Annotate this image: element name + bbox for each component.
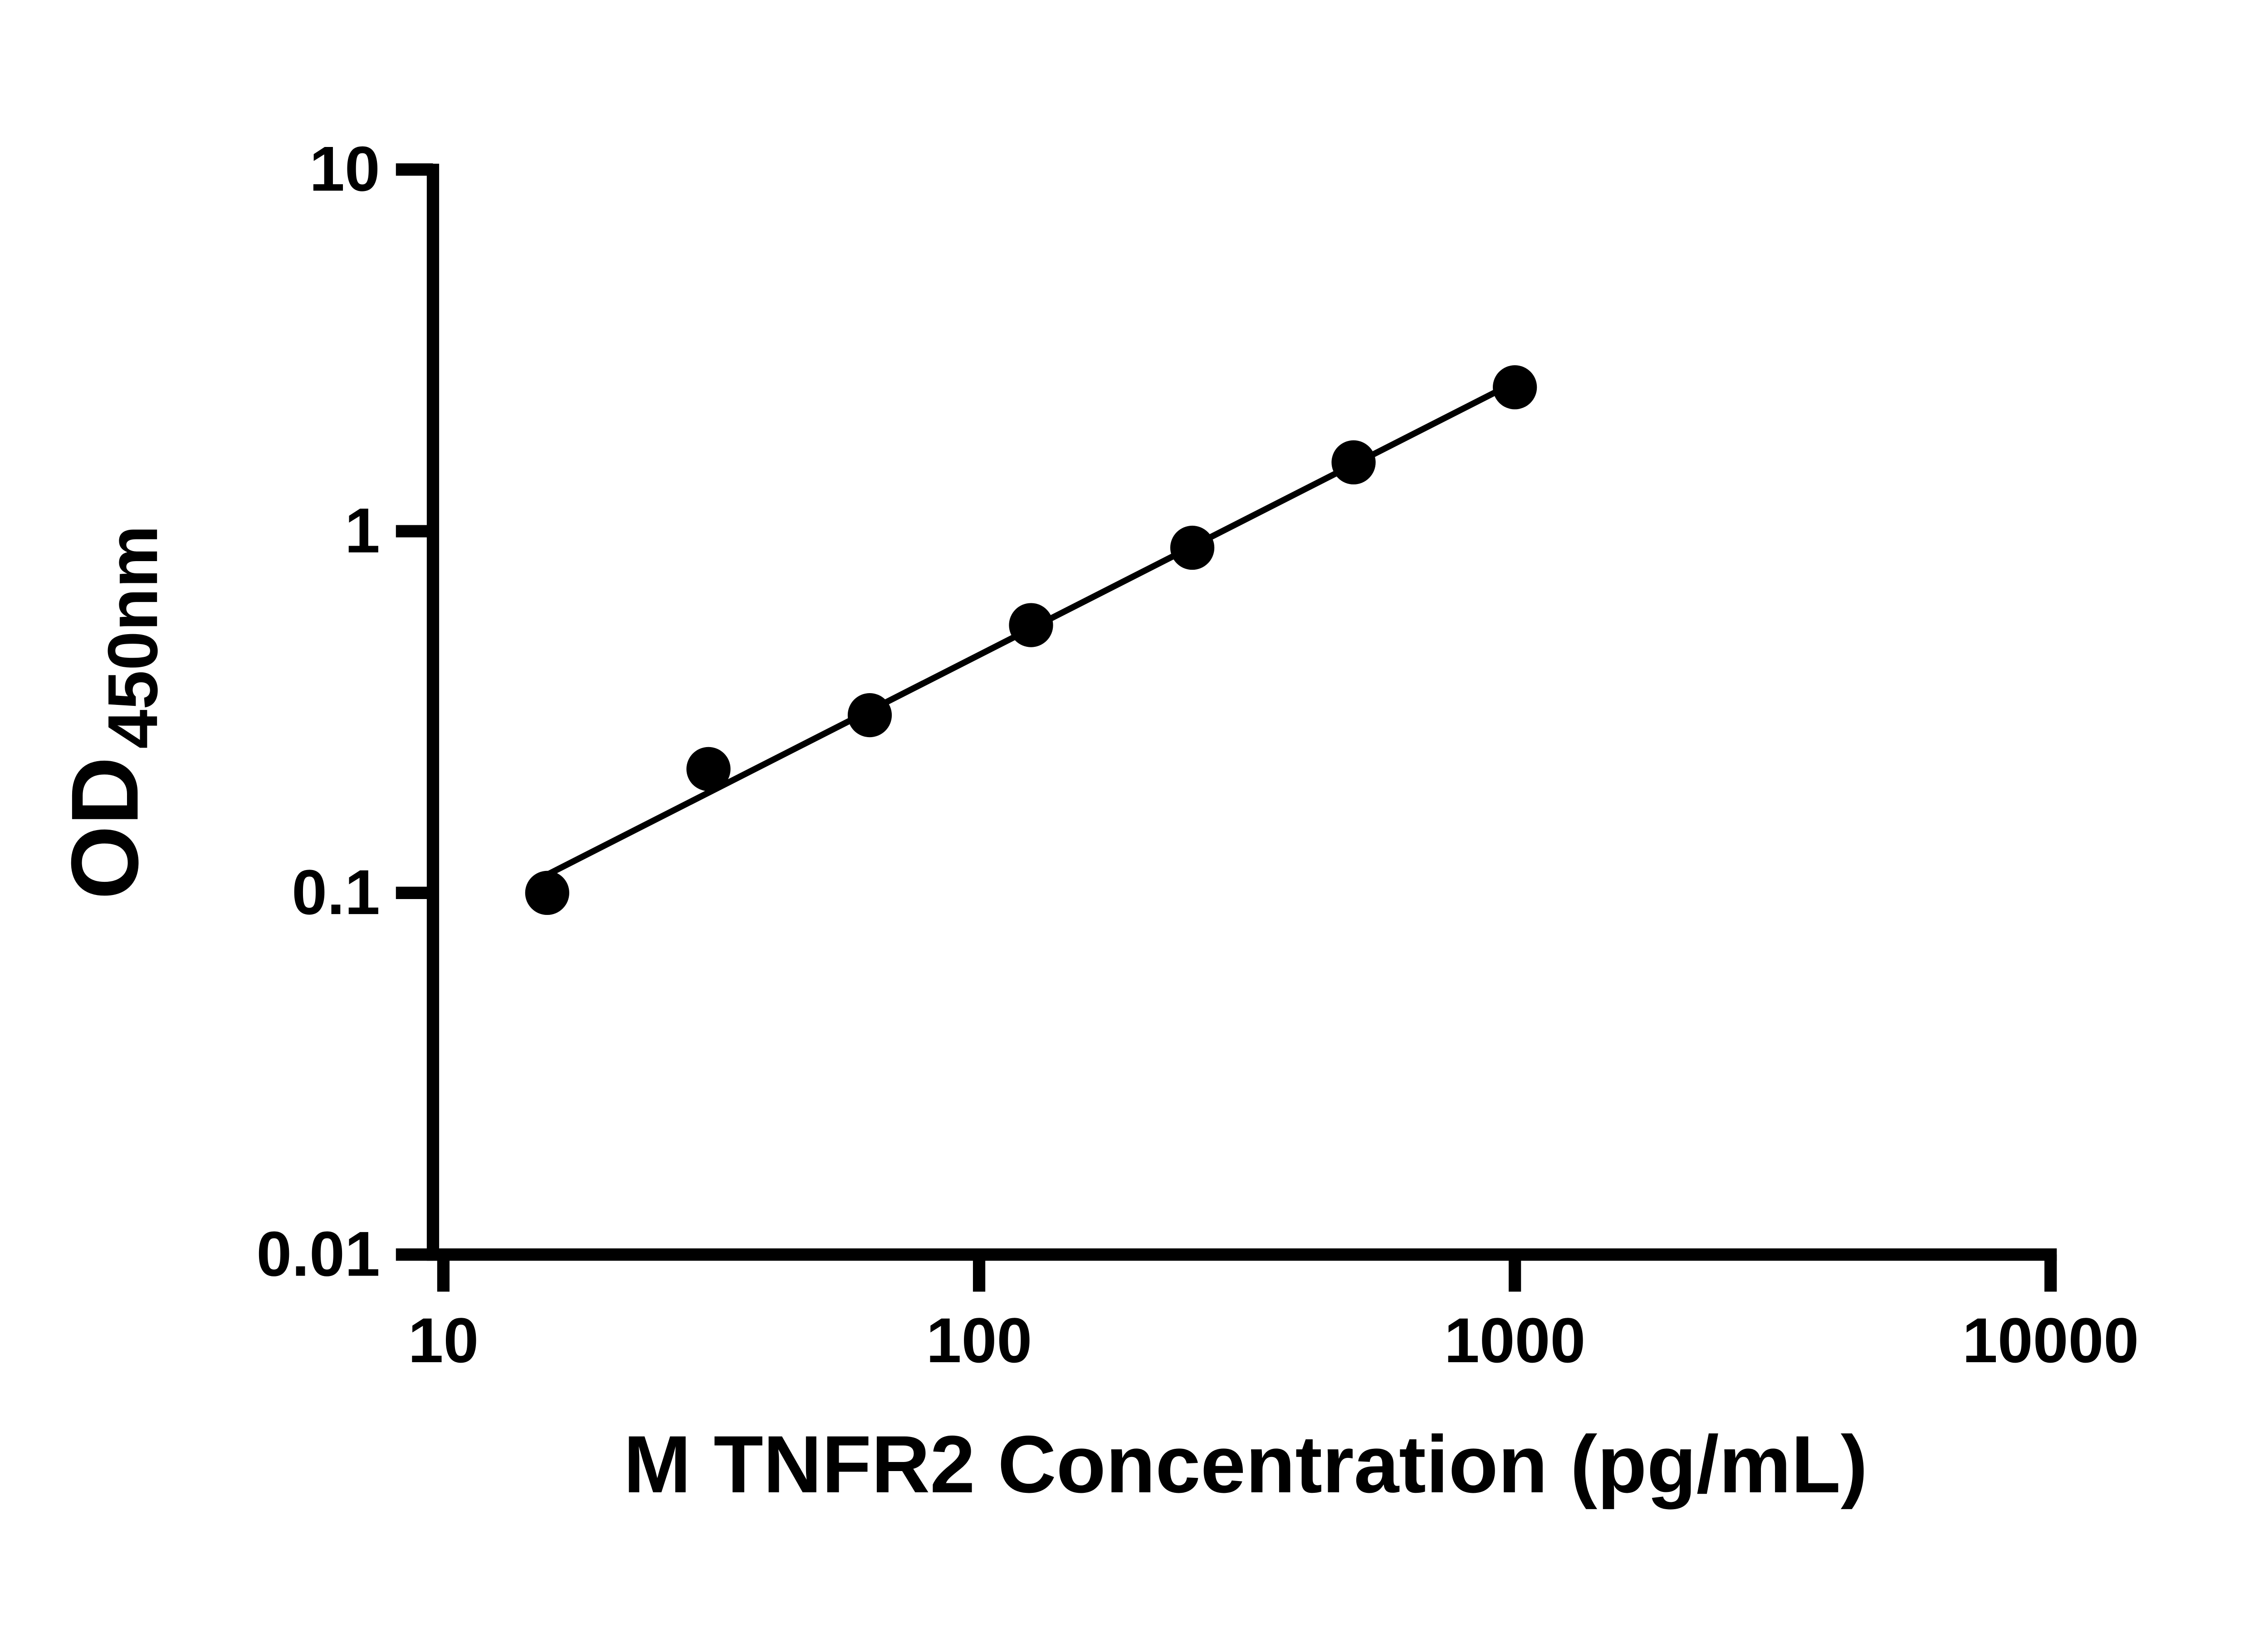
data-point: [525, 870, 569, 915]
data-point: [1170, 525, 1215, 570]
x-tick-label: 100: [926, 1305, 1032, 1376]
y-tick-label: 0.01: [256, 1218, 380, 1289]
y-tick-label: 1: [345, 495, 380, 566]
y-tick-label: 0.1: [292, 856, 380, 928]
x-axis-title: M TNFR2 Concentration (pg/mL): [624, 1419, 1868, 1510]
y-axis-title-main: OD: [51, 757, 158, 900]
x-tick-label: 10000: [1962, 1305, 2139, 1376]
data-point: [686, 747, 731, 792]
x-tick-label: 10: [408, 1305, 479, 1376]
data-point: [1331, 440, 1376, 484]
chart-plot-area: 10 1 0.1 0.01 10 100 1000 10000: [256, 133, 2139, 1376]
data-point: [1493, 365, 1537, 410]
data-point: [1009, 603, 1053, 647]
x-tick-label: 1000: [1444, 1305, 1585, 1376]
data-point: [847, 693, 892, 738]
y-axis-title: OD 450nm: [51, 525, 172, 900]
y-axis-title-subscript: 450nm: [93, 525, 172, 749]
y-tick-label: 10: [309, 133, 380, 204]
